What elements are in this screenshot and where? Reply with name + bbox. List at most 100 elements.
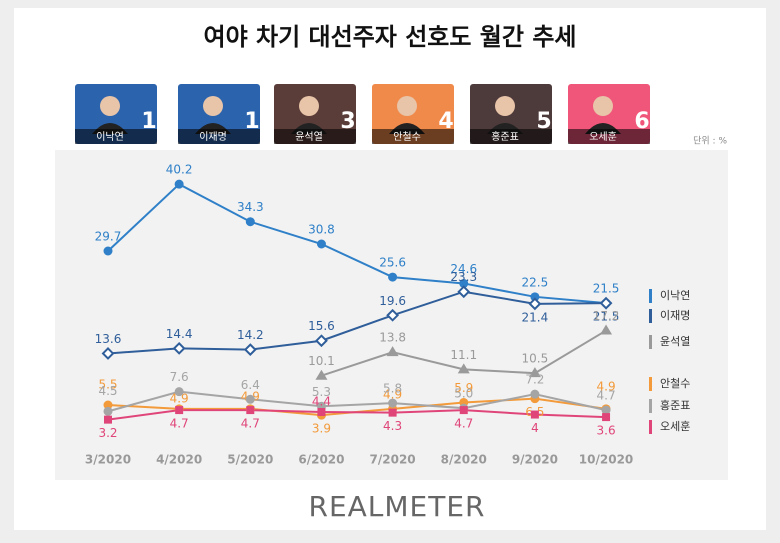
- data-label: 4.9: [597, 379, 616, 393]
- legend-label: 이낙연: [660, 289, 690, 302]
- x-tick-label: 7/2020: [370, 453, 416, 467]
- candidate-rank: 1: [244, 109, 259, 134]
- data-label: 5.8: [383, 382, 402, 396]
- data-label: 4.3: [383, 419, 402, 433]
- point: [388, 398, 398, 408]
- candidate-name: 홍준표: [491, 130, 519, 143]
- point: [459, 406, 468, 415]
- point: [245, 394, 255, 404]
- x-tick-label: 9/2020: [512, 453, 558, 467]
- data-label: 14.2: [237, 328, 264, 342]
- x-tick-label: 8/2020: [441, 453, 487, 467]
- point: [101, 347, 115, 360]
- candidate-rank: 6: [634, 109, 649, 134]
- data-label: 4.7: [597, 389, 616, 403]
- point: [315, 334, 328, 348]
- data-label: 6.4: [241, 378, 260, 392]
- candidate-rank: 3: [340, 109, 355, 134]
- data-label: 10.1: [308, 354, 335, 368]
- x-tick-label: 4/2020: [156, 453, 202, 467]
- data-label: 34.3: [237, 200, 264, 214]
- candidate-head: [495, 96, 515, 116]
- data-label: 4.7: [170, 417, 189, 431]
- series-line: [107, 290, 607, 355]
- legend-swatch: [649, 420, 652, 434]
- data-label: 21.5: [593, 282, 620, 296]
- series-line: [107, 409, 607, 421]
- candidate-name: 안철수: [393, 131, 421, 143]
- point: [457, 285, 471, 299]
- data-label: 4.9: [383, 387, 402, 401]
- point: [388, 272, 398, 282]
- point: [602, 413, 611, 422]
- candidate-rank: 1: [141, 109, 156, 134]
- legend-swatch: [649, 289, 652, 303]
- point: [457, 363, 470, 374]
- data-label: 11.1: [450, 348, 477, 362]
- data-label: 24.6: [450, 262, 477, 276]
- point: [243, 343, 257, 357]
- point: [388, 408, 397, 417]
- data-label: 4: [531, 421, 539, 435]
- candidate-name: 이낙연: [96, 131, 124, 143]
- data-label: 5.0: [454, 387, 473, 401]
- candidate-head: [100, 96, 120, 116]
- data-label: 30.8: [308, 223, 335, 237]
- candidate-head: [299, 96, 319, 116]
- data-label: 7.2: [525, 373, 544, 387]
- point: [459, 278, 469, 288]
- legend-label: 이재명: [660, 309, 690, 322]
- candidate-name-strip: [178, 129, 260, 144]
- data-label: 19.6: [379, 294, 406, 308]
- data-label: 17.2: [593, 309, 620, 323]
- data-label: 5.9: [454, 381, 473, 395]
- candidate-name-strip: [470, 129, 552, 144]
- data-label: 5.5: [98, 378, 117, 392]
- point: [246, 406, 255, 415]
- point: [315, 369, 328, 380]
- point: [174, 179, 184, 189]
- data-label: 4.7: [241, 417, 260, 431]
- data-label: 4.5: [98, 384, 117, 398]
- point: [103, 406, 113, 416]
- point: [528, 297, 542, 311]
- data-label: 14.4: [166, 327, 193, 341]
- data-label: 4.4: [312, 395, 331, 409]
- legend-swatch: [649, 399, 652, 413]
- point: [599, 296, 613, 310]
- x-tick-label: 5/2020: [227, 453, 273, 467]
- point: [317, 408, 326, 416]
- point: [103, 246, 113, 256]
- data-label: 13.8: [379, 331, 406, 345]
- series-line: [107, 182, 607, 305]
- data-label: 10.5: [522, 352, 549, 366]
- candidate-name-strip: [75, 129, 157, 144]
- point: [316, 239, 326, 249]
- data-label: 4.9: [170, 391, 189, 405]
- candidate-name-strip: [568, 129, 650, 144]
- candidate-head: [397, 96, 417, 116]
- data-label: 29.7: [95, 230, 122, 244]
- data-label: 22.5: [522, 275, 549, 289]
- legend-swatch: [649, 377, 652, 391]
- legend-label: 안철수: [660, 377, 690, 390]
- candidate-name-strip: [274, 129, 356, 144]
- candidate-rank: 4: [438, 109, 453, 134]
- point: [530, 389, 540, 399]
- point: [530, 292, 540, 302]
- chart-title: 여야 차기 대선주자 선호도 월간 추세: [204, 23, 577, 51]
- candidate-name: 윤석열: [295, 131, 323, 143]
- x-tick-label: 6/2020: [298, 453, 344, 467]
- candidate-name: 오세훈: [589, 130, 617, 143]
- legend-label: 오세훈: [660, 420, 690, 433]
- data-label: 23.3: [450, 270, 477, 284]
- point: [530, 410, 539, 419]
- data-label: 13.6: [95, 332, 122, 346]
- data-label: 7.6: [170, 370, 189, 384]
- data-label: 5.3: [312, 385, 331, 399]
- point: [245, 217, 255, 227]
- data-label: 21.5: [593, 310, 620, 324]
- data-label: 21.4: [522, 310, 549, 324]
- point: [600, 324, 613, 335]
